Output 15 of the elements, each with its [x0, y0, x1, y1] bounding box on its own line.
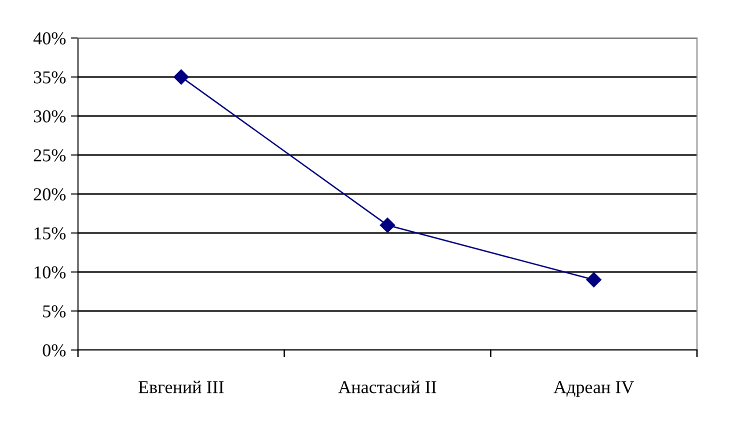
y-tick-label: 30% [34, 110, 66, 122]
y-tick-label: 10% [34, 266, 66, 278]
y-tick-label: 25% [34, 149, 66, 162]
point [586, 272, 602, 288]
point [380, 218, 396, 233]
point [174, 69, 189, 85]
y-tick-label: 0% [42, 344, 66, 356]
y-tick-label: 35% [34, 71, 66, 84]
x-tick-label: Евгений III [138, 380, 224, 394]
y-tick-label: 40% [33, 32, 66, 44]
y-tick-label: 20% [34, 188, 66, 200]
x-tick-label: Анастасий II [338, 380, 436, 394]
y-tick-label: 15% [34, 227, 66, 240]
y-tick-label: 5% [43, 305, 66, 318]
x-tick-label: Адреан IV [554, 381, 634, 397]
